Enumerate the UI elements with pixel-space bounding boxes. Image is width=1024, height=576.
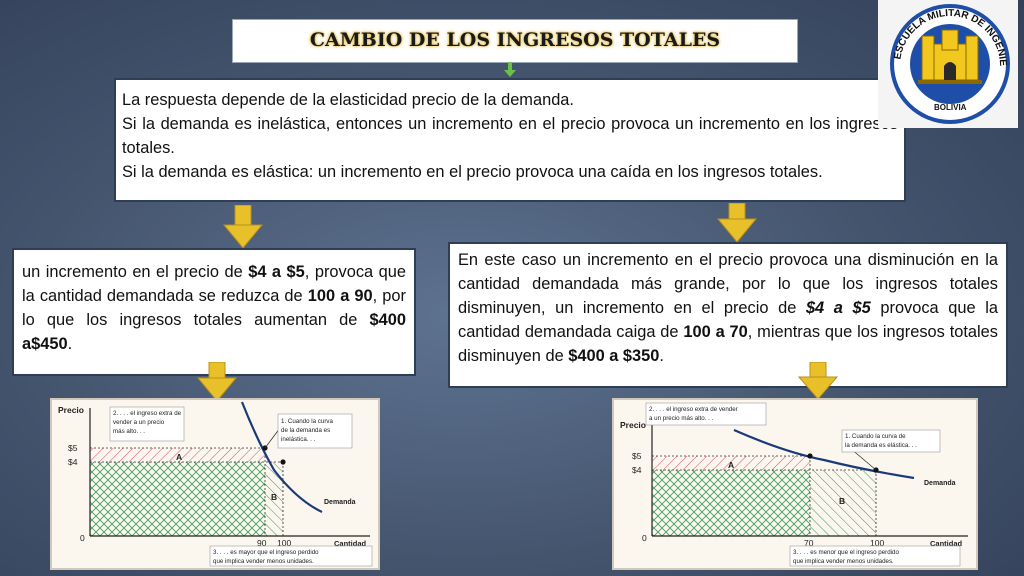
text-segment: , provoca que la cantidad demandada se r… <box>22 263 407 305</box>
bold-segment: $400 a $350 <box>568 347 660 365</box>
down-arrow-icon <box>222 205 264 249</box>
curve-label: Demanda <box>324 499 356 506</box>
text-segment: En este caso un incremento en el precio … <box>458 251 998 317</box>
tick-label: 100 <box>277 538 291 548</box>
text-segment: un incremento en el precio de <box>22 263 249 281</box>
note-2-line: vender a un precio <box>113 419 165 426</box>
tick-label: 70 <box>804 538 814 548</box>
bold-segment: 100 a 70 <box>683 323 748 341</box>
elastic-explanation-box: En este caso un incremento en el precio … <box>448 242 1008 388</box>
note-3-line: que implica vender menos unidades. <box>213 558 314 565</box>
bold-segment: $4 a $5 <box>248 263 305 281</box>
intro-line-1: La respuesta depende de la elasticidad p… <box>122 91 574 109</box>
logo-bottom-text: BOLIVIA <box>934 103 967 112</box>
bold-segment: 100 a 90 <box>307 287 373 305</box>
note-1-line: 1. Cuando la curva <box>281 418 333 425</box>
text-segment: . <box>67 335 73 353</box>
note-2-line: 2. . . . el ingreso extra de <box>113 410 182 417</box>
tick-label: 90 <box>257 538 267 548</box>
note-1-line: la demanda es elástica. . . <box>845 442 917 449</box>
tick-label: $5 <box>632 451 642 461</box>
y-axis-label: Precio <box>620 420 646 430</box>
note-2-line: a un precio más alto. . . <box>649 415 714 422</box>
intro-line-2: Si la demanda es inelástica, entonces un… <box>122 115 898 157</box>
x-axis-label: Cantidad <box>334 539 367 548</box>
text-segment: , mientras que los ingresos totales dism… <box>458 323 998 365</box>
y-axis-label: Precio <box>58 405 84 415</box>
text-segment: . <box>659 347 664 365</box>
area-label-a: A <box>176 452 182 462</box>
tick-label: $4 <box>68 457 78 467</box>
down-arrow-icon <box>716 203 758 243</box>
text-segment: , por lo que los ingresos totales aument… <box>22 287 406 329</box>
tick-label: 100 <box>870 538 884 548</box>
tick-label: $4 <box>632 465 642 475</box>
inelastic-explanation-box: un incremento en el precio de $4 a $5, p… <box>12 248 416 376</box>
tick-label: 0 <box>642 533 647 543</box>
area-label-b: B <box>839 496 845 506</box>
curve-label: Demanda <box>924 480 956 487</box>
area-label-a: A <box>728 460 734 470</box>
note-2-line: más alto. . . <box>113 428 145 435</box>
small-down-arrow-icon <box>504 62 516 77</box>
elastic-demand-graph: Precio $5 $4 0 70 100 Cantidad A B Deman… <box>612 398 978 570</box>
note-1-line: de la demanda es <box>281 427 330 434</box>
intro-text-box: La respuesta depende de la elasticidad p… <box>114 78 906 202</box>
bold-segment: $4 a $5 <box>805 299 871 317</box>
down-arrow-icon <box>196 362 238 402</box>
down-arrow-icon <box>797 362 839 400</box>
slide-title: CAMBIO DE LOS INGRESOS TOTALES <box>309 29 721 51</box>
note-2-line: 2. . . . el ingreso extra de vender <box>649 406 738 413</box>
intro-line-3: Si la demanda es elástica: un incremento… <box>122 163 823 181</box>
tick-label: 0 <box>80 533 85 543</box>
note-3-line: 3. . . . es menor que el ingreso perdido <box>793 549 899 556</box>
title-box: CAMBIO DE LOS INGRESOS TOTALES <box>232 19 798 63</box>
note-1-line: 1. Cuando la curva de <box>845 433 906 440</box>
text-segment: provoca que la cantidad demandada caiga … <box>458 299 999 341</box>
area-label-b: B <box>271 492 277 502</box>
note-3-line: que implica vender menos unidades. <box>793 558 894 565</box>
note-1-line: inelástica. . . <box>281 436 316 443</box>
school-logo: ESCUELA MILITAR DE INGENIERIA BOLIVIA <box>874 0 1018 128</box>
bold-segment: $400 a$450 <box>22 311 406 353</box>
inelastic-demand-graph: Precio $5 $4 0 90 100 Cantidad A B Deman… <box>50 398 380 570</box>
tick-label: $5 <box>68 443 78 453</box>
x-axis-label: Cantidad <box>930 539 963 548</box>
note-3-line: 3. . . . es mayor que el ingreso perdido <box>213 549 319 556</box>
